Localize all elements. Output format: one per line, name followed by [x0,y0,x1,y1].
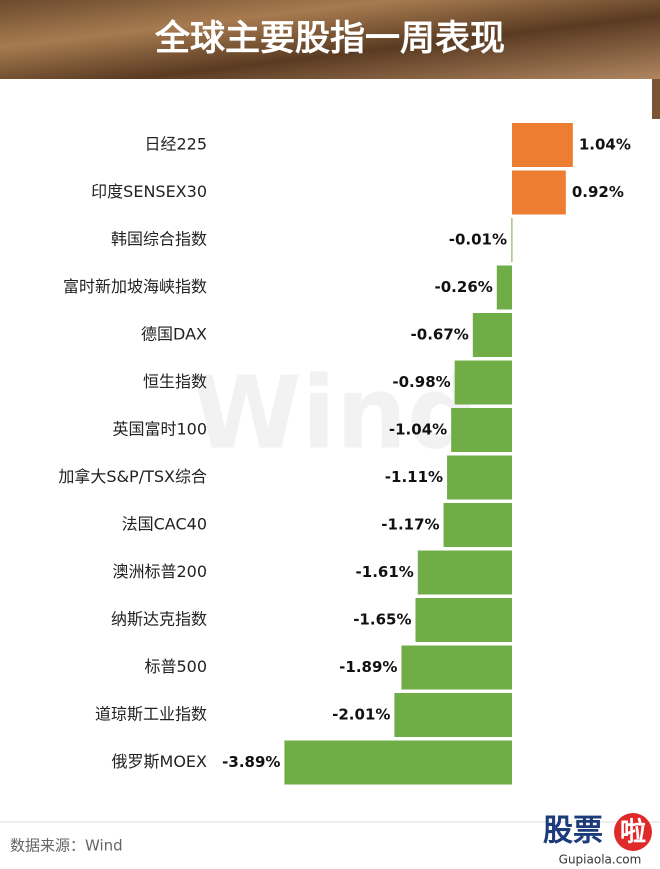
edge-decor [652,79,660,119]
value-label: -1.11% [385,468,443,486]
category-label: 俄罗斯MOEX [112,752,208,771]
bar [443,503,512,547]
logo: 股票 [543,814,603,849]
category-label: 加拿大S&P/TSX综合 [58,467,207,486]
category-label: 富时新加坡海峡指数 [63,277,207,296]
value-label: -1.65% [353,611,411,629]
category-label: 韩国综合指数 [111,230,207,249]
category-label: 澳洲标普200 [112,562,207,581]
source: 数据来源：Wind [10,837,123,855]
category-label: 恒生指数 [143,372,207,391]
bar [451,408,512,452]
logo-mark: 啦 [620,817,646,848]
value-label: -0.98% [392,373,450,391]
value-label: -1.61% [356,563,414,581]
bar [512,123,573,167]
value-label: -2.01% [332,706,390,724]
bar [511,218,513,262]
logo-circle [614,813,652,851]
bar [284,740,512,785]
bar [512,170,566,215]
category-label: 印度SENSEX30 [91,182,207,201]
bar [496,265,512,310]
category-label: 标普500 [144,657,207,676]
value-label: 1.04% [579,136,631,154]
title-banner [0,0,660,79]
bar [472,313,512,357]
bar [417,550,512,595]
value-label: -0.26% [435,278,493,296]
category-label: 英国富时100 [112,420,207,439]
bar [454,360,512,405]
value-label: -0.01% [449,231,507,249]
bar [401,645,512,690]
chart-title: 全球主要股指一周表现 [154,18,505,59]
value-label: -1.04% [389,421,447,439]
category-label: 德国DAX [141,325,207,344]
category-label: 法国CAC40 [122,515,207,534]
bar [415,598,512,642]
category-label: 道琼斯工业指数 [95,705,207,724]
value-label: -1.89% [339,658,397,676]
bar [447,455,512,500]
value-label: -0.67% [411,326,469,344]
category-label: 日经225 [144,135,207,154]
value-label: 0.92% [572,183,624,201]
bar [394,693,512,737]
value-label: -1.17% [381,516,439,534]
category-label: 纳斯达克指数 [111,610,207,629]
watermark: Wind [191,354,478,471]
value-label: -3.89% [222,753,280,771]
logo-site: Gupiaola.com [559,853,642,867]
